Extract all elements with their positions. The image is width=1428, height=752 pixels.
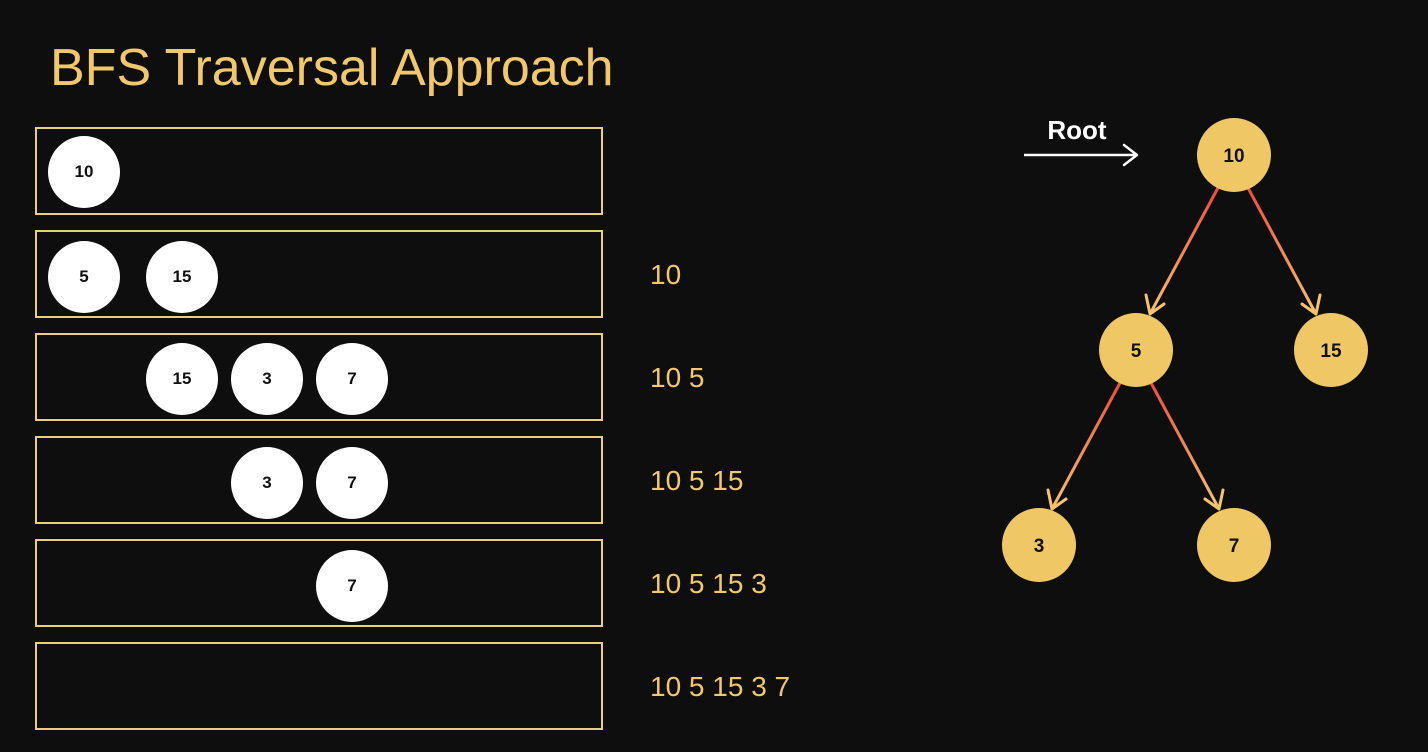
queue-node: 10 bbox=[48, 136, 120, 208]
tree-node-label: 15 bbox=[1320, 341, 1342, 362]
tree-node-7: 7 bbox=[1197, 508, 1271, 582]
tree-node-label: 5 bbox=[1131, 341, 1142, 362]
queue-node: 7 bbox=[316, 550, 388, 622]
queue-node: 3 bbox=[231, 343, 303, 415]
page-title: BFS Traversal Approach bbox=[50, 39, 614, 97]
queue-step-6-box bbox=[35, 642, 603, 730]
tree-node-5: 5 bbox=[1099, 313, 1173, 387]
queue-node: 3 bbox=[231, 447, 303, 519]
tree-node-10: 10 bbox=[1197, 118, 1271, 192]
tree-edge-5-7 bbox=[1148, 380, 1225, 511]
tree-node-label: 7 bbox=[1229, 536, 1240, 557]
tree-node-3: 3 bbox=[1002, 508, 1076, 582]
queue-step-2-box: 5 15 bbox=[35, 230, 603, 318]
queue-step-4-box: 3 7 bbox=[35, 436, 603, 524]
queue-step-5-box: 7 bbox=[35, 539, 603, 627]
tree-edge-10-5 bbox=[1144, 185, 1221, 316]
output-sequence: 10 5 15 3 7 bbox=[650, 671, 791, 702]
output-sequence: 10 5 bbox=[650, 362, 705, 393]
tree-node-15: 15 bbox=[1294, 313, 1368, 387]
output-sequence: 10 5 15 bbox=[650, 465, 744, 496]
queue-node: 5 bbox=[48, 241, 120, 313]
queue-node: 15 bbox=[146, 241, 218, 313]
queue-step-1-box: 10 bbox=[35, 127, 603, 215]
tree-edge-5-3 bbox=[1046, 380, 1123, 511]
queue-node: 7 bbox=[316, 343, 388, 415]
queue-step-3-box: 15 3 7 bbox=[35, 333, 603, 421]
output-sequence: 10 bbox=[650, 259, 682, 290]
tree-node-label: 3 bbox=[1034, 536, 1045, 557]
tree-edge-10-15 bbox=[1245, 185, 1322, 316]
output-sequence: 10 5 15 3 bbox=[650, 568, 767, 599]
queue-node: 15 bbox=[146, 343, 218, 415]
root-arrow-icon bbox=[1024, 143, 1139, 167]
queue-node: 7 bbox=[316, 447, 388, 519]
root-label: Root bbox=[1047, 115, 1107, 145]
tree-node-label: 10 bbox=[1223, 146, 1244, 167]
